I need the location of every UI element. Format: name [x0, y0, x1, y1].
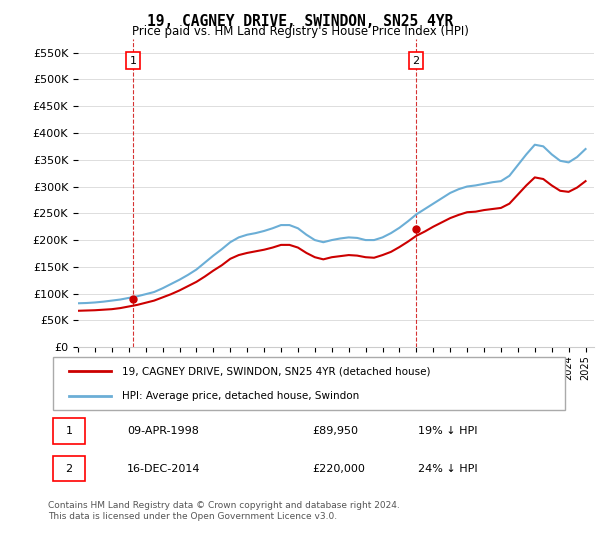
FancyBboxPatch shape: [53, 357, 565, 410]
Text: 2: 2: [412, 56, 419, 66]
Text: 2: 2: [65, 464, 73, 474]
FancyBboxPatch shape: [53, 456, 85, 482]
Text: £89,950: £89,950: [312, 426, 358, 436]
FancyBboxPatch shape: [53, 418, 85, 444]
Text: 19, CAGNEY DRIVE, SWINDON, SN25 4YR: 19, CAGNEY DRIVE, SWINDON, SN25 4YR: [147, 14, 453, 29]
Text: 16-DEC-2014: 16-DEC-2014: [127, 464, 200, 474]
Text: 19% ↓ HPI: 19% ↓ HPI: [418, 426, 477, 436]
Text: HPI: Average price, detached house, Swindon: HPI: Average price, detached house, Swin…: [122, 391, 359, 401]
Text: 09-APR-1998: 09-APR-1998: [127, 426, 199, 436]
Text: Price paid vs. HM Land Registry's House Price Index (HPI): Price paid vs. HM Land Registry's House …: [131, 25, 469, 38]
Text: 19, CAGNEY DRIVE, SWINDON, SN25 4YR (detached house): 19, CAGNEY DRIVE, SWINDON, SN25 4YR (det…: [122, 366, 430, 376]
Text: 24% ↓ HPI: 24% ↓ HPI: [418, 464, 477, 474]
Text: 1: 1: [130, 56, 137, 66]
Text: 1: 1: [65, 426, 73, 436]
Text: Contains HM Land Registry data © Crown copyright and database right 2024.
This d: Contains HM Land Registry data © Crown c…: [48, 501, 400, 521]
Text: £220,000: £220,000: [312, 464, 365, 474]
